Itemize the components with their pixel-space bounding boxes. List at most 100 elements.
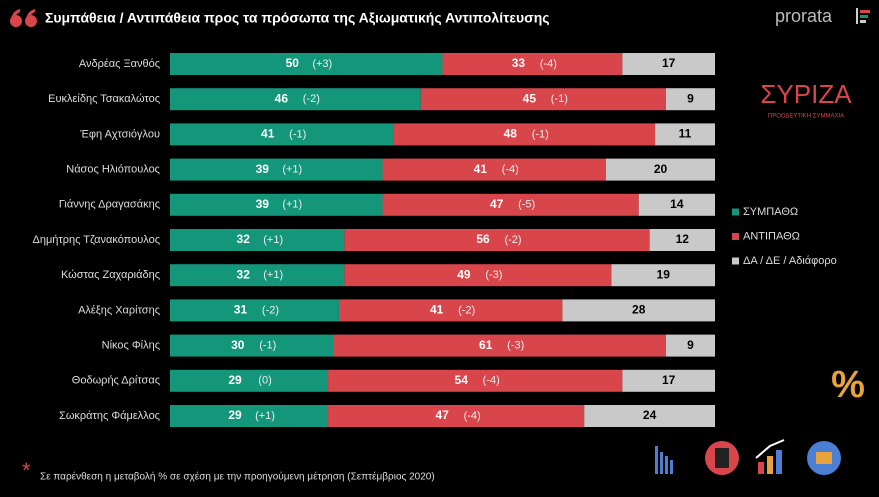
value-label: 47: [435, 408, 449, 422]
change-label: (-2): [262, 304, 279, 316]
value-label: 33: [512, 56, 526, 70]
value-label: 41: [474, 162, 488, 176]
bar-segment: [393, 123, 656, 146]
change-label: (-5): [518, 199, 535, 211]
category-label: Θοδωρής Δρίτσας: [72, 375, 160, 387]
value-label: 41: [430, 303, 444, 317]
category-label: Έφη Αχτσιόγλου: [79, 128, 160, 140]
change-label: (-4): [502, 164, 519, 176]
value-label: 30: [231, 338, 245, 352]
value-label: 41: [261, 127, 275, 141]
category-label: Κώστας Ζαχαριάδης: [61, 269, 160, 281]
value-label: 9: [687, 91, 694, 105]
bar-segment: [344, 229, 650, 251]
value-label: 47: [490, 197, 504, 211]
category-label: Νάσος Ηλιόπουλος: [66, 164, 160, 176]
bar-segment: [665, 88, 715, 111]
change-label: (0): [258, 375, 271, 387]
value-label: 29: [228, 373, 242, 387]
value-label: 28: [632, 303, 646, 317]
bar-segment: [170, 53, 443, 75]
source-logo-icon: [856, 8, 870, 24]
change-label: (+3): [312, 58, 332, 70]
value-label: 32: [237, 267, 251, 281]
bar-segment: [606, 158, 715, 181]
legend-swatch: [732, 233, 739, 240]
bar-segment: [170, 158, 383, 181]
category-label: Ευκλείδης Τσακαλώτος: [48, 93, 160, 105]
change-label: (-1): [551, 93, 568, 105]
value-label: 39: [256, 197, 270, 211]
value-label: 50: [286, 56, 300, 70]
bar-segment: [562, 299, 715, 322]
bar-segment: [170, 88, 421, 111]
bar-segment: [655, 123, 715, 146]
bar-segment: [622, 369, 715, 392]
bar-segment: [170, 405, 329, 427]
source-logo: prorata: [775, 6, 833, 26]
category-label: Ανδρέας Ξανθός: [79, 58, 160, 70]
bottom-icons: [655, 439, 841, 475]
change-label: (-1): [289, 128, 306, 140]
value-label: 14: [670, 197, 684, 211]
bar-segment: [584, 405, 715, 427]
bar-segment: [622, 53, 715, 75]
value-label: 54: [455, 373, 469, 387]
change-label: (-2): [458, 304, 475, 316]
legend-swatch: [732, 257, 739, 265]
footnote-mark: *: [22, 458, 31, 483]
bar-segment: [328, 405, 585, 427]
category-label: Δημήτρης Τζανακόπουλος: [33, 234, 161, 246]
footnote: Σε παρένθεση η μεταβολή % σε σχέση με τη…: [40, 471, 435, 483]
bar-segment: [382, 193, 639, 216]
change-label: (-3): [507, 340, 524, 352]
bar-segment: [344, 264, 612, 287]
change-label: (-1): [259, 340, 276, 352]
value-label: 39: [256, 162, 270, 176]
quote-mark: [10, 9, 37, 27]
bar-segment: [170, 123, 394, 146]
value-label: 12: [676, 232, 690, 246]
bar-segment: [665, 334, 715, 357]
value-label: 48: [504, 127, 518, 141]
change-label: (+1): [263, 269, 283, 281]
bar-segment: [338, 299, 563, 322]
party-logo: ΣΥΡΙΖΑ: [760, 79, 852, 109]
change-label: (-2): [303, 93, 320, 105]
category-label: Γιάννης Δραγασάκης: [59, 199, 160, 211]
bar-segment: [170, 299, 339, 322]
change-label: (+1): [263, 234, 283, 246]
category-label: Νίκος Φίλης: [102, 340, 160, 352]
change-label: (-4): [483, 375, 500, 387]
bar-segment: [170, 229, 345, 251]
change-label: (-3): [485, 269, 502, 281]
legend-swatch: [732, 208, 739, 216]
badge: %: [831, 364, 865, 406]
value-label: 17: [662, 373, 676, 387]
bar-segment: [649, 229, 715, 251]
bar-segment: [333, 334, 666, 357]
change-label: (-2): [504, 234, 521, 246]
bar-segment: [170, 369, 329, 392]
value-label: 20: [654, 162, 668, 176]
value-label: 9: [687, 338, 694, 352]
value-label: 56: [476, 232, 490, 246]
bar-segment: [638, 193, 715, 216]
value-label: 32: [237, 232, 251, 246]
value-label: 45: [523, 91, 537, 105]
category-label: Αλέξης Χαρίτσης: [78, 304, 160, 316]
party-subtitle: ΠΡΟΟΔΕΥΤΙΚΗ ΣΥΜΜΑΧΙΑ: [768, 114, 844, 120]
legend-label: ΔΑ / ΔΕ / Αδιάφορο: [743, 255, 837, 267]
chart-title: Συμπάθεια / Αντιπάθεια προς τα πρόσωπα τ…: [45, 10, 550, 26]
bar-segment: [442, 53, 623, 75]
bar-segment: [170, 334, 334, 357]
bar-segment: [611, 264, 715, 287]
value-label: 31: [234, 303, 248, 317]
value-label: 11: [679, 127, 692, 141]
bar-segment: [170, 193, 383, 216]
value-label: 46: [275, 91, 289, 105]
value-label: 29: [228, 408, 242, 422]
value-label: 19: [657, 267, 671, 281]
value-label: 49: [457, 267, 471, 281]
